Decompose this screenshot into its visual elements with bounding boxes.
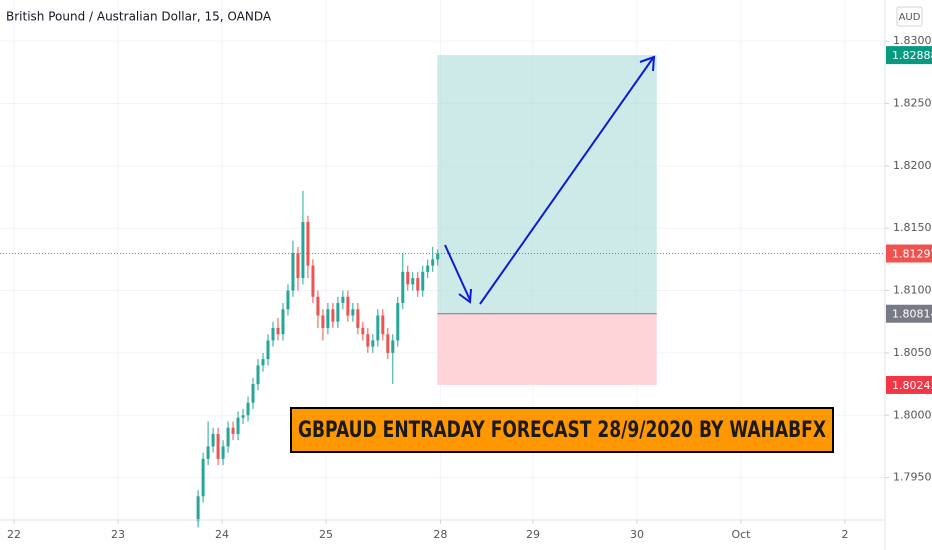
x-tick-label: 2: [841, 528, 848, 541]
price-tag: [886, 304, 932, 323]
currency-box[interactable]: [896, 6, 923, 27]
candle-body: [341, 296, 345, 304]
x-tick-label: 30: [630, 528, 644, 541]
price-tag-label: 1.82888: [892, 49, 932, 62]
candle-body: [201, 458, 205, 497]
y-tick-label: 1.81500: [893, 221, 932, 234]
candles: [196, 190, 440, 528]
candle-body: [251, 384, 255, 403]
y-tick-label: 1.80000: [893, 408, 932, 421]
position-tool: [0, 55, 885, 385]
candle-body: [336, 303, 340, 322]
candle-body: [311, 265, 315, 297]
price-tag: [886, 375, 932, 394]
candle-body: [391, 340, 395, 353]
candle-body: [241, 415, 245, 418]
axes: 1.79500 1.80000 1.80500 1.81000 1.81500 1.820…: [7, 34, 932, 541]
annotation: GBPAUD ENTRADAY FORECAST 28/9/2020 BY WA…: [298, 418, 826, 443]
price-tag: [886, 244, 932, 263]
candle-body: [246, 402, 250, 416]
annotation-box: [290, 407, 834, 453]
candle-body: [426, 265, 430, 272]
candle-body: [416, 278, 420, 291]
candle-body: [366, 334, 370, 347]
candle-body: [281, 309, 285, 335]
candle-body: [306, 221, 310, 266]
candle-body: [231, 427, 235, 434]
y-tick-label: 1.82000: [893, 159, 932, 172]
x-tick-label: 29: [526, 528, 540, 541]
candle-body: [376, 315, 380, 341]
candle-body: [216, 433, 220, 459]
candle-body: [351, 309, 355, 316]
currency: AUD: [899, 12, 921, 23]
price-tag-label: 1.81297: [892, 248, 932, 261]
candle-body: [291, 253, 295, 291]
profit-zone: [437, 55, 657, 314]
candle-body: [236, 417, 240, 434]
x-tick-label: 25: [319, 528, 333, 541]
candle-body: [276, 327, 280, 335]
candle-body: [396, 303, 400, 341]
arrow-up: [479, 57, 654, 305]
candle-body: [196, 496, 200, 522]
candle-body: [296, 253, 300, 279]
candle-body: [386, 334, 390, 353]
arrow-down: [444, 244, 471, 301]
overlays: GBPAUD ENTRADAY FORECAST 28/9/2020 BY WA…: [290, 55, 834, 453]
candle-body: [261, 359, 265, 366]
candle-body: [321, 315, 325, 328]
arrow-head: [458, 288, 472, 304]
y-tick-label: 1.83000: [893, 34, 932, 47]
y-tick-label: 1.79500: [893, 471, 932, 484]
candle-body: [226, 427, 230, 447]
x-tick-label: 23: [111, 528, 125, 541]
candle-body: [411, 278, 415, 285]
candle-body: [221, 446, 225, 459]
y-tick-label: 1.81000: [893, 284, 932, 297]
arrow-head: [639, 55, 656, 72]
candle-body: [436, 253, 440, 260]
x-tick-label: 24: [215, 528, 229, 541]
candle-body: [211, 433, 215, 447]
candle-body: [346, 296, 350, 316]
candle-body: [271, 327, 275, 341]
candle-body: [401, 271, 405, 304]
candle-body: [266, 340, 270, 360]
chart-title: British Pound / Australian Dollar, 15, O…: [6, 10, 272, 24]
candle-body: [206, 446, 210, 459]
price-tag: [886, 46, 932, 65]
candle-body: [286, 290, 290, 310]
x-tick-label: Oct: [731, 528, 751, 541]
x-tick-label: 28: [433, 528, 447, 541]
x-tick-label: 22: [7, 528, 21, 541]
candle-body: [326, 309, 330, 328]
candle-body: [356, 309, 360, 328]
price-tag-label: 1.80814: [892, 308, 932, 321]
candle-body: [316, 296, 320, 316]
loss-zone: [437, 313, 657, 385]
price-tag-label: 1.80243: [892, 379, 932, 392]
candle-body: [421, 271, 425, 291]
y-tick-label: 1.80500: [893, 346, 932, 359]
candle-body: [371, 340, 375, 347]
candle-body: [361, 327, 365, 335]
candle-body: [301, 221, 305, 279]
candle-body: [381, 315, 385, 335]
candle-body: [331, 309, 335, 322]
y-tick-label: 1.82500: [893, 97, 932, 110]
candle-body: [431, 259, 435, 266]
candle-body: [256, 365, 260, 385]
candle-body: [406, 271, 410, 285]
